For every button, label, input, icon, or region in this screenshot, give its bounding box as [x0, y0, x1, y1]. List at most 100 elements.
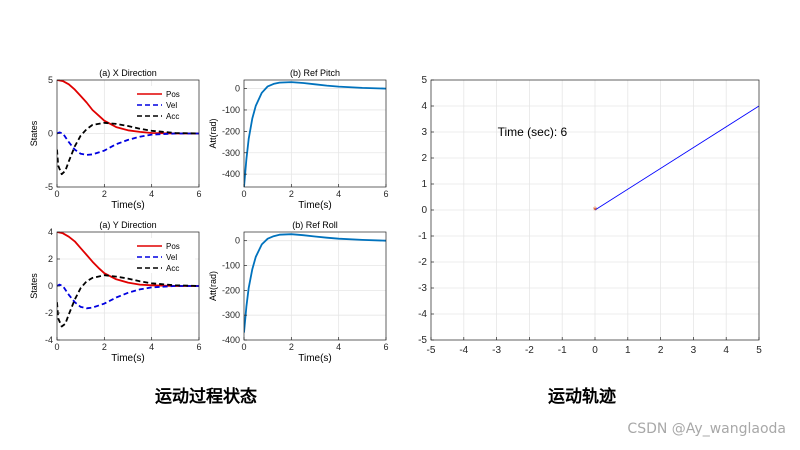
- trajectory-xtick-label: -2: [525, 345, 534, 356]
- ref-pitch-xtick-label: 2: [289, 189, 294, 199]
- trajectory-xtick-label: 1: [625, 345, 631, 356]
- x-direction-ytick-label: 5: [48, 75, 53, 85]
- ref-roll-axes-box: [243, 231, 387, 341]
- x-direction-legend-box: [135, 86, 195, 121]
- trajectory-series-group: [594, 105, 759, 211]
- y-direction-legend-label-vel: Vel: [166, 253, 177, 262]
- trajectory-plot: * Time (sec): 6 -5 -4 -3 -2 -1 0 1 2 3 4 5 -5 -4 -3 -2 -1…: [418, 75, 762, 356]
- trajectory-ytick-label: 1: [421, 179, 427, 190]
- x-direction-series-group: [57, 80, 199, 176]
- trajectory-ytick-label: 3: [421, 127, 427, 138]
- ref-roll-xlabel: Time(s): [298, 353, 332, 364]
- motion-trajectory-caption: 运动轨迹: [548, 387, 616, 407]
- trajectory-xtick-label: 5: [756, 345, 762, 356]
- trajectory-ytick-label: -4: [418, 309, 427, 320]
- ref-roll-series-line: [244, 233, 386, 333]
- ref-roll-xtick-label: 6: [383, 342, 388, 352]
- x-direction-plot: 0 2 4 6-505(a) X DirectionTime(s)StatesPosV…: [29, 68, 202, 211]
- x-direction-legend: Pos Vel Acc: [135, 86, 195, 121]
- ref-pitch-xtick-label: 6: [383, 189, 388, 199]
- y-direction-ytick-label: 4: [48, 227, 53, 237]
- ref-roll-ytick-label: -400: [222, 335, 240, 345]
- ref-pitch-ytick-label: -300: [222, 148, 240, 158]
- y-direction-legend-box: [135, 238, 195, 273]
- y-direction-xtick-label: 0: [54, 342, 59, 352]
- ref-roll-xtick-label: 4: [336, 342, 341, 352]
- x-direction-xtick-label: 0: [54, 189, 59, 199]
- y-direction-ytick-label: -2: [45, 308, 53, 318]
- x-direction-legend-label-pos: Pos: [166, 90, 180, 99]
- start-marker: *: [593, 205, 598, 217]
- ref-roll-ytick-label: -300: [222, 310, 240, 320]
- trajectory-ytick-label: -5: [418, 335, 427, 346]
- y-direction-xtick-label: 6: [196, 342, 201, 352]
- y-direction-title: (a) Y Direction: [99, 220, 156, 230]
- ref-roll-title: (b) Ref Roll: [292, 220, 338, 230]
- y-direction-xlabel: Time(s): [111, 353, 145, 364]
- y-direction-ytick-label: 0: [48, 281, 53, 291]
- ref-pitch-title: (b) Ref Pitch: [290, 68, 340, 78]
- ref-pitch-ylabel: Att(rad): [208, 118, 218, 148]
- ref-pitch-series-line: [244, 81, 386, 187]
- motion-state-caption: 运动过程状态: [155, 387, 257, 407]
- x-direction-xtick-label: 2: [102, 189, 107, 199]
- ref-roll-plot-area: [244, 232, 386, 340]
- y-direction-plot: 0 2 4 6 -4 -2 0 2 4 (a) Y Direction Time(s) States P…: [29, 220, 202, 364]
- x-direction-series-vel: [57, 131, 199, 156]
- ref-pitch-ytick-label: -400: [222, 169, 240, 179]
- y-direction-legend: Pos Vel Acc: [135, 238, 195, 273]
- ref-pitch-xlabel: Time(s): [298, 200, 332, 211]
- trajectory-ytick-label: -3: [418, 283, 427, 294]
- x-direction-xtick-label: 4: [149, 189, 154, 199]
- x-direction-ytick-label: 0: [48, 129, 53, 139]
- ref-roll-plot: 0 2 4 6 -400 -300 -200 -100 0 (b) Ref Roll Time(s)…: [208, 220, 389, 364]
- trajectory-ytick-label: -1: [418, 231, 427, 242]
- y-direction-series-vel: [57, 283, 199, 310]
- trajectory-ytick-label: 0: [421, 205, 427, 216]
- ref-roll-series-group: [244, 233, 386, 333]
- x-direction-series-acc: [57, 121, 199, 176]
- trajectory-xtick-label: 2: [658, 345, 664, 356]
- y-direction-series-pos: [57, 232, 199, 287]
- ref-pitch-plot-area: [244, 80, 386, 187]
- ref-roll-ytick-label: -200: [222, 285, 240, 295]
- y-direction-ytick-label: -4: [45, 335, 53, 345]
- y-direction-series-group: [57, 232, 199, 328]
- trajectory-xtick-label: 0: [592, 345, 598, 356]
- x-direction-legend-label-vel: Vel: [166, 101, 177, 110]
- trajectory-ytick-label: 5: [421, 75, 427, 86]
- trajectory-xtick-label: -1: [558, 345, 567, 356]
- ref-pitch-ytick-label: 0: [235, 84, 240, 94]
- x-direction-xtick-label: 6: [196, 189, 201, 199]
- ref-pitch-xtick-label: 4: [336, 189, 341, 199]
- trajectory-ytick-label: 2: [421, 153, 427, 164]
- y-direction-ylabel: States: [29, 273, 39, 299]
- ref-roll-xtick-label: 0: [241, 342, 246, 352]
- x-direction-series-pos: [57, 80, 199, 135]
- trajectory-ytick-label: 4: [421, 101, 427, 112]
- ref-roll-ytick-label: 0: [235, 236, 240, 246]
- time-annotation: Time (sec): 6: [498, 125, 568, 139]
- x-direction-ylabel: States: [29, 120, 39, 146]
- trajectory-xtick-label: -4: [459, 345, 468, 356]
- ref-pitch-ytick-label: -200: [222, 126, 240, 136]
- trajectory-xtick-label: 4: [723, 345, 729, 356]
- ref-pitch-ytick-label: -100: [222, 105, 240, 115]
- trajectory-ytick-label: -2: [418, 257, 427, 268]
- x-direction-title: (a) X Direction: [99, 68, 157, 78]
- trajectory-xtick-label: -5: [427, 345, 436, 356]
- ref-pitch-series-group: [244, 81, 386, 187]
- ref-roll-xtick-label: 2: [289, 342, 294, 352]
- y-direction-series-acc: [57, 274, 199, 328]
- y-direction-xtick-label: 4: [149, 342, 154, 352]
- trajectory-xtick-label: -3: [492, 345, 501, 356]
- x-direction-xlabel: Time(s): [111, 200, 145, 211]
- ref-pitch-axes-box: [243, 79, 387, 188]
- ref-pitch-plot: 0 2 4 6 -400 -300 -200 -100 0 (b) Ref Pitch Time(s…: [208, 68, 389, 211]
- x-direction-ytick-label: -5: [45, 182, 53, 192]
- y-direction-legend-label-acc: Acc: [166, 264, 179, 273]
- trajectory-xtick-label: 3: [691, 345, 697, 356]
- y-direction-legend-label-pos: Pos: [166, 242, 180, 251]
- ref-pitch-xtick-label: 0: [241, 189, 246, 199]
- ref-roll-ylabel: Att(rad): [208, 271, 218, 301]
